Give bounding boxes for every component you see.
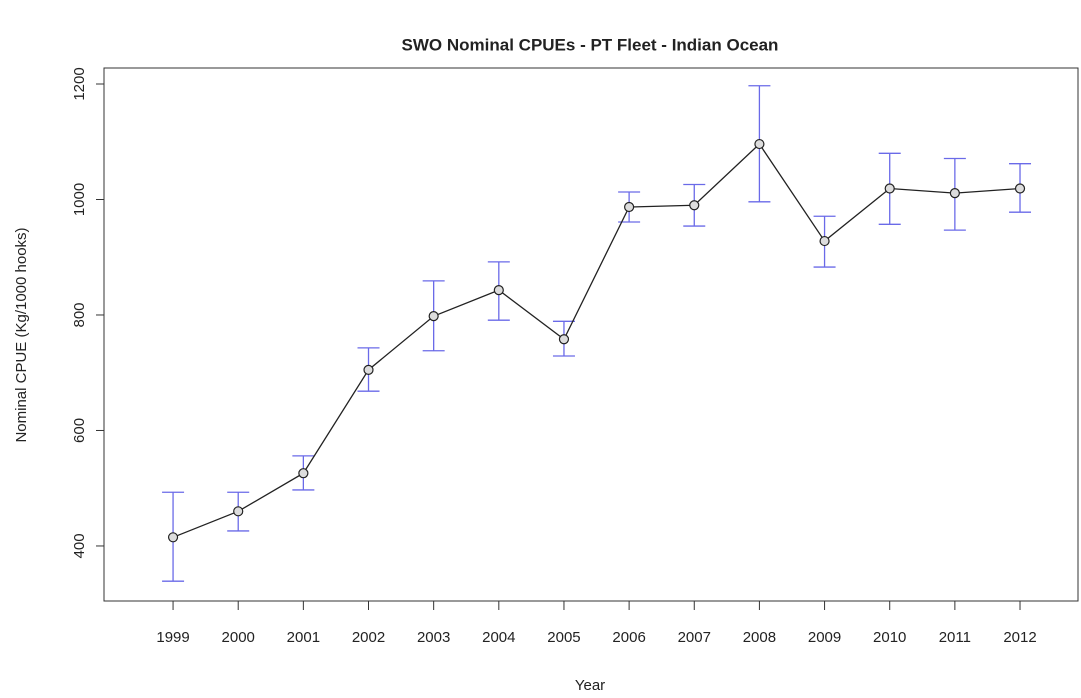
y-tick-label: 1200	[71, 67, 88, 100]
data-point	[363, 364, 374, 375]
x-tick-label: 2001	[287, 629, 320, 646]
x-tick-label: 2008	[743, 629, 776, 646]
chart-title: SWO Nominal CPUEs - PT Fleet - Indian Oc…	[402, 35, 779, 54]
x-tick-label: 2005	[547, 629, 580, 646]
plot-frame	[103, 67, 1079, 602]
data-point	[428, 311, 439, 322]
x-tick-label: 2003	[417, 629, 450, 646]
x-tick-label: 1999	[156, 629, 189, 646]
x-tick-label: 2009	[808, 629, 841, 646]
y-tick-label: 800	[71, 302, 88, 327]
data-point	[689, 200, 700, 211]
data-point	[233, 506, 244, 517]
x-tick-label: 2012	[1003, 629, 1036, 646]
x-axis-label: Year	[575, 677, 605, 694]
data-point	[819, 235, 830, 247]
y-tick-label: 600	[71, 418, 88, 443]
data-line	[172, 143, 1021, 538]
x-tick-label: 2006	[612, 629, 645, 646]
x-tick-label: 2004	[482, 629, 515, 646]
x-tick-label: 2000	[222, 629, 255, 646]
y-tick-label: 1000	[71, 183, 88, 216]
y-axis-label: Nominal CPUE (Kg/1000 hooks)	[13, 227, 30, 442]
y-tick-label: 400	[71, 533, 88, 558]
x-tick-label: 2011	[939, 629, 971, 646]
x-tick-label: 2010	[873, 629, 906, 646]
data-point	[558, 334, 570, 345]
data-point	[949, 188, 960, 199]
data-point	[493, 285, 504, 296]
data-point	[754, 138, 765, 150]
data-point	[1014, 183, 1026, 194]
x-tick-label: 2002	[352, 629, 385, 646]
x-tick-label: 2007	[678, 629, 711, 646]
data-point	[298, 468, 309, 479]
data-point	[884, 183, 895, 194]
data-point	[624, 201, 635, 213]
data-point	[167, 532, 179, 543]
